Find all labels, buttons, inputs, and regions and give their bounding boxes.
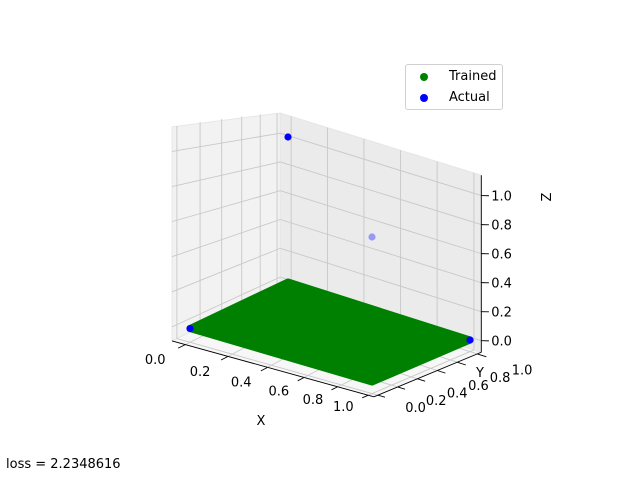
y-axis-label: Y [475,366,484,381]
loss-annotation: loss = 2.2348616 [6,457,121,472]
z-tick-label: 1.0 [491,190,512,205]
grid-line [171,219,281,258]
y-tick-label: 0.8 [490,371,511,386]
x-tick-label: 0.2 [190,365,211,380]
x-axis-line [171,340,375,398]
z-tick-label: 0.0 [491,335,512,350]
grid-line [171,190,281,223]
x-axis-label: X [257,414,266,429]
x-tick-label: 1.0 [333,400,354,415]
grid-line [171,247,281,293]
x-tick-mark [220,356,228,361]
y-tick-mark [377,394,386,398]
legend-label-actual: Actual [449,90,490,105]
z-tick-label: 0.6 [491,248,512,263]
y-tick-label: 0.6 [468,379,489,394]
y-tick-mark [437,370,446,374]
grid-line [171,161,281,187]
x-tick-mark [297,377,304,382]
x-tick-mark [260,367,268,372]
x-tick-label: 0.8 [303,393,324,408]
legend-marker-actual [420,94,428,102]
y-tick-label: 0.0 [405,401,426,416]
z-axis-label: Z [540,192,555,201]
grid-line [176,338,378,396]
y-tick-label: 0.2 [426,394,447,409]
x-tick-label: 0.4 [231,375,252,390]
z-tick-label: 0.4 [491,277,512,292]
y-tick-mark [457,361,466,366]
grid-line [171,276,281,328]
grid-line [280,247,482,313]
series-1-point [368,233,376,241]
x-tick-label: 0.6 [269,385,290,400]
y-axis-line [373,351,482,398]
legend-label-trained: Trained [449,69,497,84]
legend-marker-trained [420,73,428,81]
legend: Trained Actual [405,64,503,110]
grid-line [280,132,482,197]
series-1-point [466,336,474,344]
grid-line [171,132,281,152]
x-tick-mark [331,386,338,391]
legend-entry-trained: Trained [406,68,502,86]
y-tick-mark [397,386,406,390]
series-1-point [284,133,292,141]
x-tick-label: 0.0 [145,353,166,368]
grid-line [280,190,482,255]
x-tick-mark [362,394,369,399]
z-tick-label: 0.8 [491,219,512,234]
x-tick-mark [177,344,186,349]
y-tick-label: 0.4 [447,386,468,401]
grid-line [280,219,482,284]
legend-entry-actual: Actual [406,89,502,107]
y-tick-mark [417,378,426,382]
series-1-point [186,324,194,333]
y-tick-label: 1.0 [512,363,533,378]
y-tick-mark [477,353,487,358]
grid-line [280,161,482,226]
grid-line [367,349,475,396]
z-tick-label: 0.2 [491,306,512,321]
